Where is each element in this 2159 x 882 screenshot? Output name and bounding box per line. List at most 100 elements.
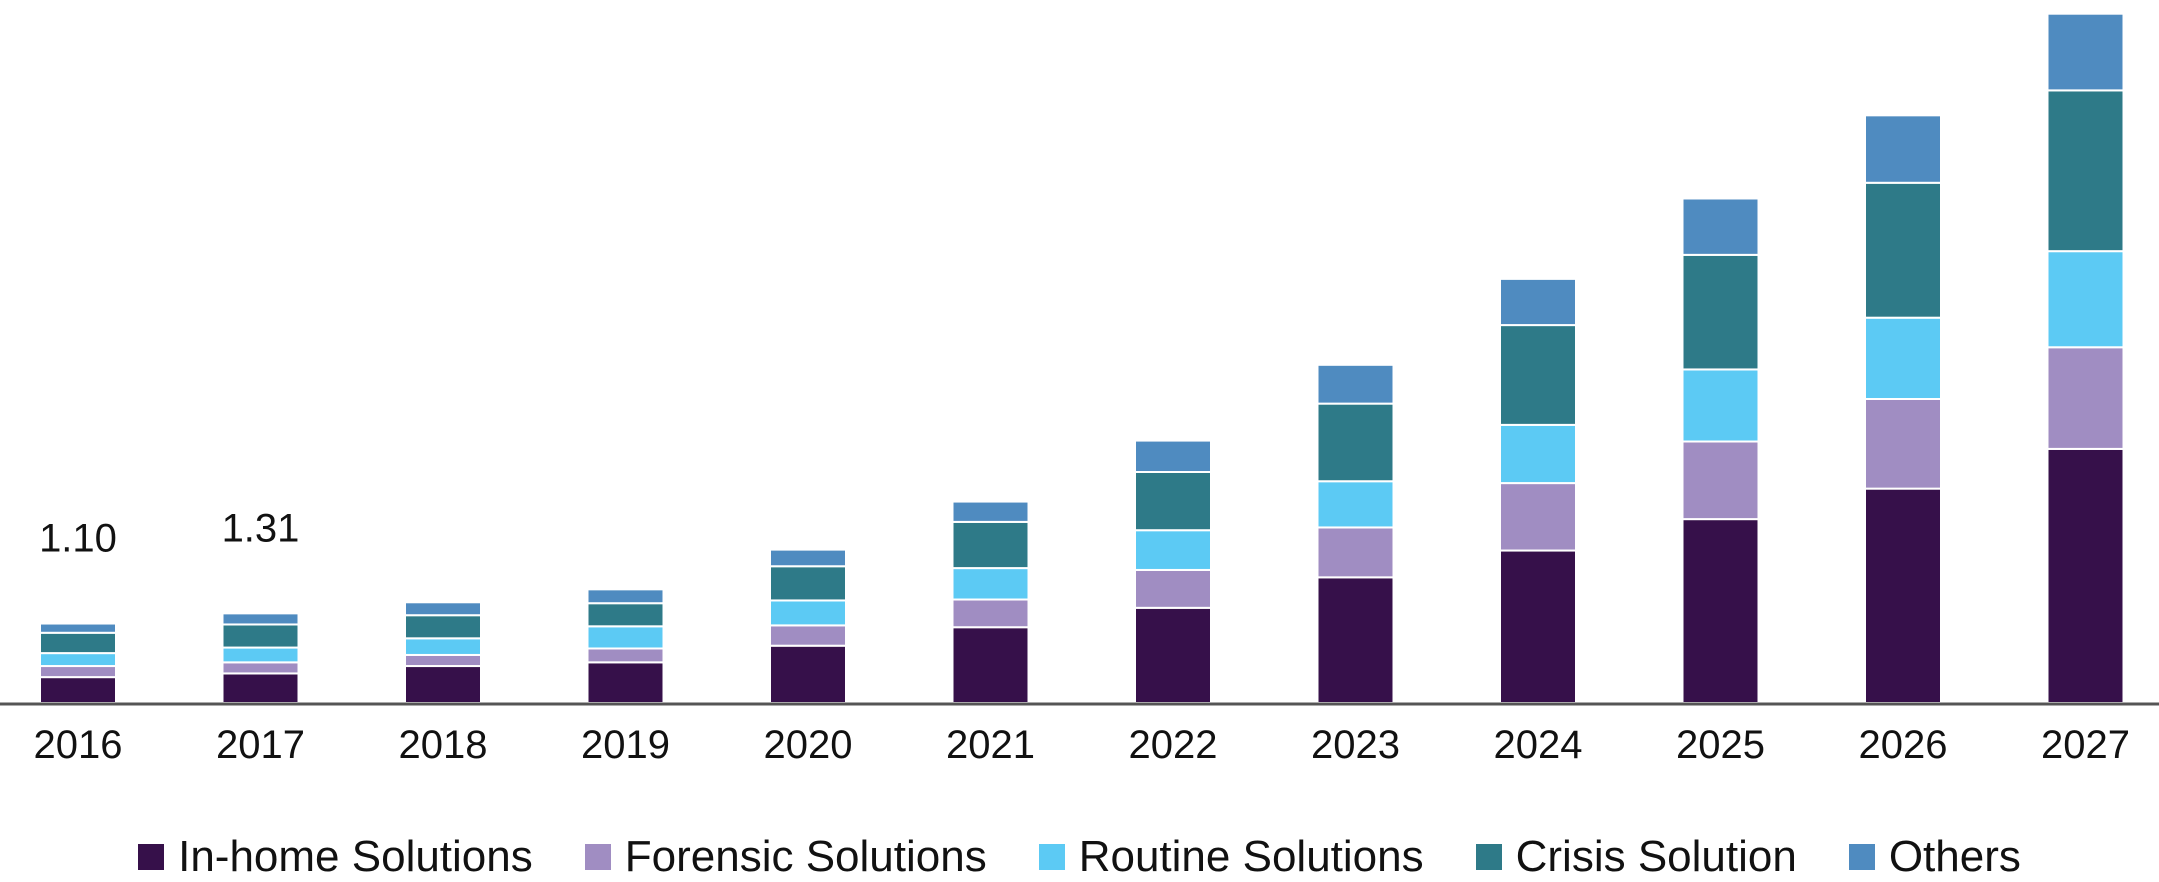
bar-segment-2025-1 [1681,440,1760,521]
x-tick-label-2023: 2023 [1311,723,1400,767]
bar-segment-2018-0 [404,665,482,704]
bar-segment-2017-2 [221,646,300,664]
x-tick-label-2021: 2021 [946,723,1035,767]
bar-segment-2016-1 [39,665,117,679]
bar-segment-2021-0 [951,626,1030,704]
bar-segment-2026-2 [1864,316,1942,401]
legend-item-2: Routine Solutions [1038,832,1424,882]
bar-segment-2024-3 [1499,324,1577,426]
bar-segment-2026-0 [1864,487,1942,704]
legend-label: Routine Solutions [1078,832,1424,881]
bar-segment-2021-3 [951,520,1030,570]
bar-segment-2020-1 [769,624,847,647]
bar-segment-2022-1 [1134,568,1212,609]
data-label-2017: 1.31 [222,506,300,550]
bar-segment-2027-3 [2046,89,2125,253]
legend-swatch [584,844,611,870]
bar-stack-2026 [1864,114,1942,704]
bar-segment-2025-2 [1681,368,1760,443]
bar-segment-2023-2 [1316,480,1395,529]
x-tick-labels: 2016 2017 2018 2019 2020 2021 2022 2023 2024 2025… [34,723,2130,767]
bar-stack-2022 [1134,439,1212,704]
bar-segment-2018-1 [404,653,482,668]
bar-segment-2019-3 [586,602,665,628]
bar-segment-2024-1 [1499,482,1577,552]
x-tick-label-2016: 2016 [34,723,123,767]
bar-stack-2017 [221,612,300,705]
bar-stack-2018 [404,601,482,704]
legend: In-home Solutions Forensic Solutions Routi… [0,832,2159,882]
bar-segment-2019-2 [586,625,665,650]
bar-segment-2020-4 [769,548,847,568]
data-labels: 1.10 1.31 [39,506,299,560]
bar-stack-2021 [951,500,1030,704]
bar-segment-2018-3 [404,614,482,640]
bar-segment-2017-3 [221,623,300,649]
bar-segment-2019-0 [586,661,665,704]
bar-segment-2025-0 [1681,518,1760,705]
bar-segment-2022-3 [1134,471,1212,532]
bar-segment-2016-0 [39,676,117,704]
bar-segment-2018-4 [404,601,482,617]
bar-segment-2021-2 [951,567,1030,601]
x-tick-label-2024: 2024 [1494,723,1583,767]
legend-item-0: In-home Solutions [138,832,533,882]
bar-segment-2023-1 [1316,526,1395,579]
legend-label: Forensic Solutions [624,832,987,881]
bar-segment-2016-2 [39,652,117,668]
bar-segment-2026-1 [1864,398,1942,490]
bar-segment-2020-2 [769,599,847,627]
legend-item-1: Forensic Solutions [584,832,987,882]
legend-swatch [1848,844,1875,870]
bar-segment-2024-2 [1499,423,1577,485]
data-label-2016: 1.10 [39,517,117,561]
bar-stack-2020 [769,548,847,704]
legend-label: Crisis Solution [1515,832,1797,881]
bar-segment-2017-0 [221,672,300,705]
bar-segment-2019-1 [586,647,665,664]
bar-stack-2024 [1499,277,1577,704]
bar-segment-2022-0 [1134,606,1212,704]
bar-segment-2027-4 [2046,12,2125,92]
legend-swatch [138,844,165,870]
bar-segment-2023-0 [1316,576,1395,704]
legend-swatch [1475,844,1502,870]
legend-label: In-home Solutions [178,832,533,881]
bar-segment-2017-4 [221,612,300,626]
legend-item-3: Crisis Solution [1475,832,1797,882]
bar-stack-2027 [2046,12,2125,704]
bar-segment-2021-1 [951,598,1030,629]
bar-stack-2016 [39,622,117,704]
bar-segment-2022-2 [1134,529,1212,571]
bar-segment-2023-3 [1316,402,1395,483]
bar-segment-2021-4 [951,500,1030,523]
x-tick-label-2026: 2026 [1859,723,1948,767]
bar-segment-2019-4 [586,588,665,605]
legend-label: Others [1888,832,2021,881]
bars-layer [39,12,2125,705]
bar-segment-2017-1 [221,661,300,675]
bar-segment-2027-2 [2046,250,2125,349]
bar-stack-2023 [1316,363,1395,704]
bar-segment-2027-1 [2046,346,2125,450]
bar-segment-2020-0 [769,644,847,704]
bar-segment-2018-2 [404,637,482,656]
x-tick-label-2027: 2027 [2041,723,2130,767]
chart-plot-area: 2016 2017 2018 2019 2020 2021 2022 2023 2024 2025… [0,12,2159,767]
bar-segment-2016-4 [39,622,117,634]
bar-stack-2019 [586,588,665,704]
bar-segment-2025-3 [1681,253,1760,371]
bar-segment-2016-3 [39,631,117,655]
x-tick-label-2019: 2019 [581,723,670,767]
bar-segment-2026-3 [1864,181,1942,319]
bar-segment-2027-0 [2046,447,2125,704]
bar-segment-2023-4 [1316,363,1395,405]
bar-segment-2026-4 [1864,114,1942,184]
x-tick-label-2017: 2017 [216,723,305,767]
bar-segment-2020-3 [769,565,847,602]
legend-swatch [1038,844,1065,870]
x-tick-label-2018: 2018 [399,723,488,767]
bar-segment-2024-0 [1499,549,1577,704]
legend-item-4: Others [1848,832,2021,882]
